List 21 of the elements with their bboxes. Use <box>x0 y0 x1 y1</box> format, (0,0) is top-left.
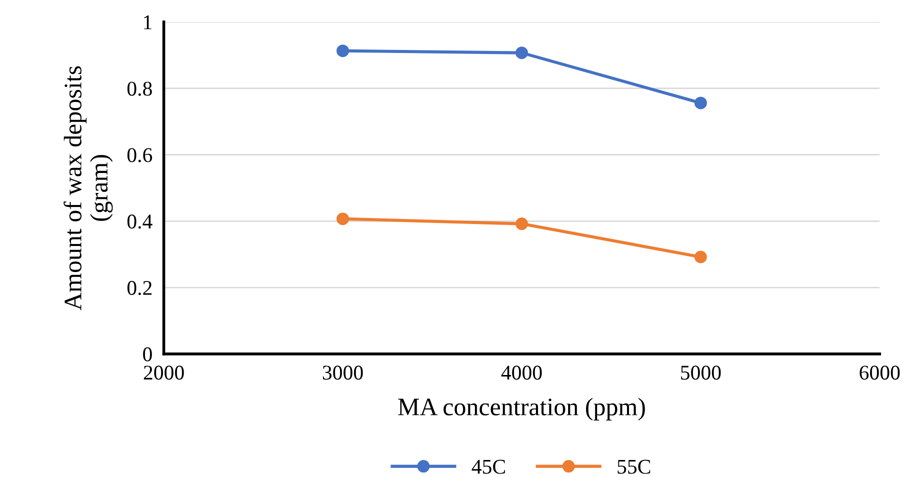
y-tick-label: 0.4 <box>127 214 152 229</box>
x-tick-label: 5000 <box>681 366 721 380</box>
y-axis-title: Amount of wax deposits (gram) <box>64 66 113 310</box>
y-tick-label: 0.2 <box>127 280 152 296</box>
legend-label: 55C <box>618 460 650 474</box>
y-tick-label: 0.6 <box>127 148 152 162</box>
y-tick-label: 1 <box>144 15 152 30</box>
point <box>336 44 350 58</box>
x-tick-label: 2000 <box>144 366 184 380</box>
x-tick-label: 6000 <box>860 366 900 380</box>
point <box>694 250 707 264</box>
point <box>515 218 528 230</box>
y-tick-label: 0.8 <box>127 82 152 96</box>
x-tick-label: 4000 <box>501 366 542 380</box>
legend-label: 45C <box>472 460 505 474</box>
point <box>515 46 528 60</box>
y-tick-label: 0 <box>143 347 152 362</box>
point <box>694 96 707 110</box>
point <box>336 212 350 226</box>
x-tick-label: 3000 <box>322 366 363 380</box>
x-axis-title: MA concentration (ppm) <box>398 398 645 420</box>
